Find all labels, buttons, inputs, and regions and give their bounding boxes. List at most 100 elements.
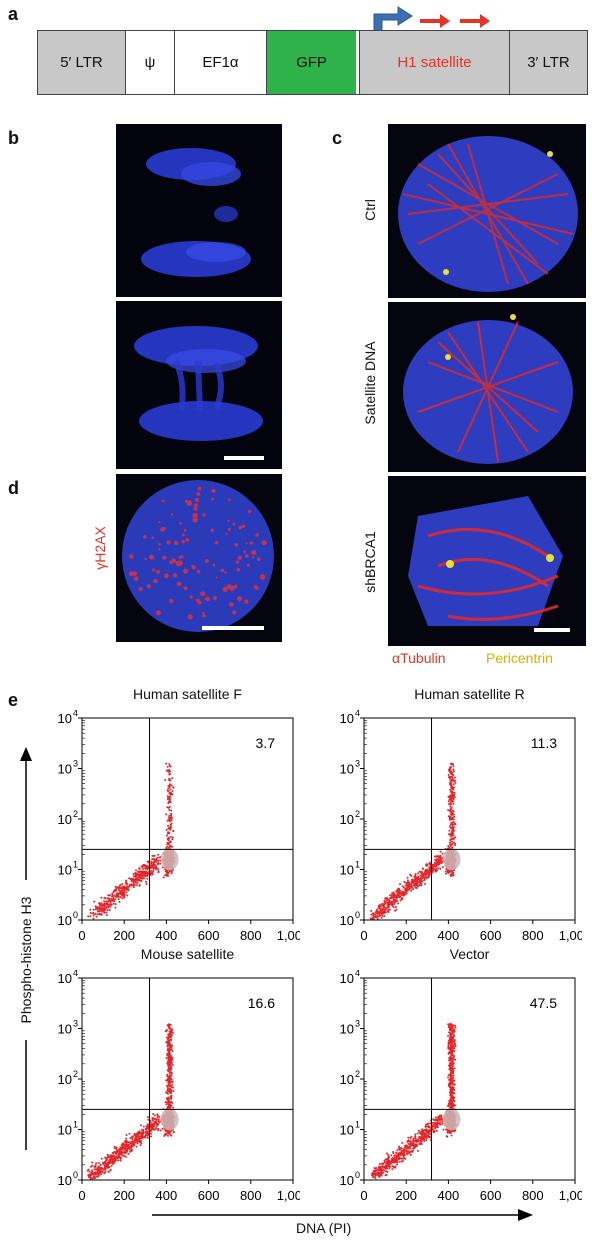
data-point [100, 1157, 103, 1160]
data-point [171, 1101, 174, 1104]
data-point [382, 1162, 385, 1165]
data-point [126, 888, 129, 891]
data-point [132, 877, 135, 880]
data-point [453, 842, 456, 845]
data-point [169, 1057, 172, 1060]
data-point [152, 1124, 155, 1127]
data-point [438, 1122, 441, 1125]
data-point [420, 876, 423, 879]
data-point [169, 1084, 172, 1087]
data-point [450, 786, 453, 789]
data-point [376, 917, 379, 920]
data-point [388, 1167, 391, 1170]
data-point [115, 895, 118, 898]
data-point [167, 842, 170, 845]
data-point [129, 1137, 132, 1140]
data-point [137, 1132, 140, 1135]
data-point [94, 1171, 97, 1174]
data-point [378, 1162, 381, 1165]
data-point [168, 1088, 171, 1091]
data-point [168, 798, 171, 801]
data-point [168, 1049, 171, 1052]
data-point [409, 873, 412, 876]
data-point [170, 1105, 173, 1108]
data-point [420, 1139, 423, 1142]
data-point [123, 1154, 126, 1157]
data-point [145, 1127, 148, 1130]
data-point [137, 875, 140, 878]
data-point [413, 875, 416, 878]
data-point [375, 1167, 378, 1170]
data-point [397, 1145, 400, 1148]
data-point [107, 900, 110, 903]
data-point [170, 872, 173, 875]
data-point [168, 1131, 171, 1134]
data-point [398, 883, 401, 886]
data-point [385, 899, 388, 902]
data-point [420, 1134, 423, 1137]
data-point [396, 1161, 399, 1164]
data-point [167, 827, 170, 830]
data-point [154, 868, 157, 871]
data-point [106, 1166, 109, 1169]
data-point [155, 859, 158, 862]
data-point [159, 856, 162, 859]
data-point [452, 823, 455, 826]
data-point [138, 867, 141, 870]
data-point [151, 854, 154, 857]
plot-title: Human satellite F [133, 686, 242, 702]
data-point [172, 830, 175, 833]
data-point [120, 893, 123, 896]
data-point [168, 1054, 171, 1057]
data-point [168, 764, 171, 767]
data-point [121, 1148, 124, 1151]
data-point [152, 1128, 155, 1131]
data-point [417, 872, 420, 875]
data-point [379, 1169, 382, 1172]
x-tick-label: 400 [156, 1188, 178, 1203]
data-point [391, 903, 394, 906]
data-point [435, 1126, 438, 1129]
data-point [378, 911, 381, 914]
data-point [450, 806, 453, 809]
data-point [394, 1161, 397, 1164]
data-point [103, 1172, 106, 1175]
data-point [119, 1146, 122, 1149]
data-point [405, 882, 408, 885]
data-point [140, 1142, 143, 1145]
data-point [169, 835, 172, 838]
data-point [102, 909, 105, 912]
data-point [421, 867, 424, 870]
row-label-ctrl: Ctrl [362, 199, 378, 221]
data-point [167, 1044, 170, 1047]
data-point [388, 1165, 391, 1168]
data-point [136, 878, 139, 881]
data-point [451, 827, 454, 830]
data-point [446, 1131, 449, 1134]
data-point [135, 874, 138, 877]
data-point [406, 889, 409, 892]
percent-label: 16.6 [248, 995, 275, 1011]
x-tick-label: 400 [156, 928, 178, 943]
data-point [415, 1143, 418, 1146]
data-point [170, 784, 173, 787]
data-point [168, 805, 171, 808]
data-point [425, 877, 428, 880]
data-point [437, 1117, 440, 1120]
data-point [452, 768, 455, 771]
data-point [448, 816, 451, 819]
y-tick-label: 10 [58, 1173, 72, 1188]
data-point [111, 893, 114, 896]
data-point [416, 1132, 419, 1135]
data-point [447, 803, 450, 806]
data-point [153, 1120, 156, 1123]
data-point [411, 1142, 414, 1145]
data-point [423, 879, 426, 882]
data-point [124, 1155, 127, 1158]
data-point [168, 1075, 171, 1078]
data-point [450, 821, 453, 824]
data-point [378, 903, 381, 906]
gamma-h2ax-label: γH2AX [92, 526, 108, 570]
data-point [402, 1155, 405, 1158]
data-point [395, 908, 398, 911]
